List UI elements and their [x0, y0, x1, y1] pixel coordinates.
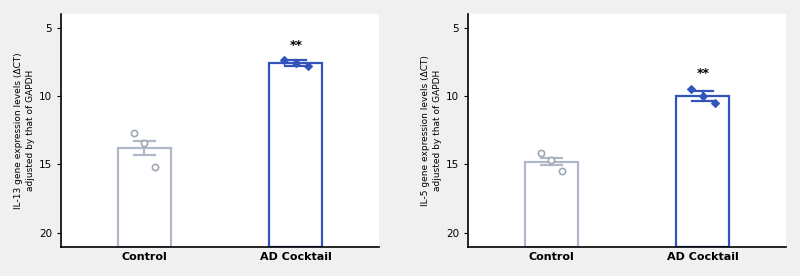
- Text: **: **: [290, 39, 302, 52]
- Y-axis label: IL-5 gene expression levels (ΔCT)
adjusted by that of GAPDH: IL-5 gene expression levels (ΔCT) adjust…: [421, 55, 442, 206]
- Y-axis label: IL-13 gene expression levels (ΔCT)
adjusted by that of GAPDH: IL-13 gene expression levels (ΔCT) adjus…: [14, 52, 34, 209]
- Bar: [525, 162, 578, 246]
- Text: **: **: [696, 67, 710, 79]
- Bar: [270, 63, 322, 246]
- Bar: [676, 96, 730, 246]
- Bar: [118, 148, 171, 246]
